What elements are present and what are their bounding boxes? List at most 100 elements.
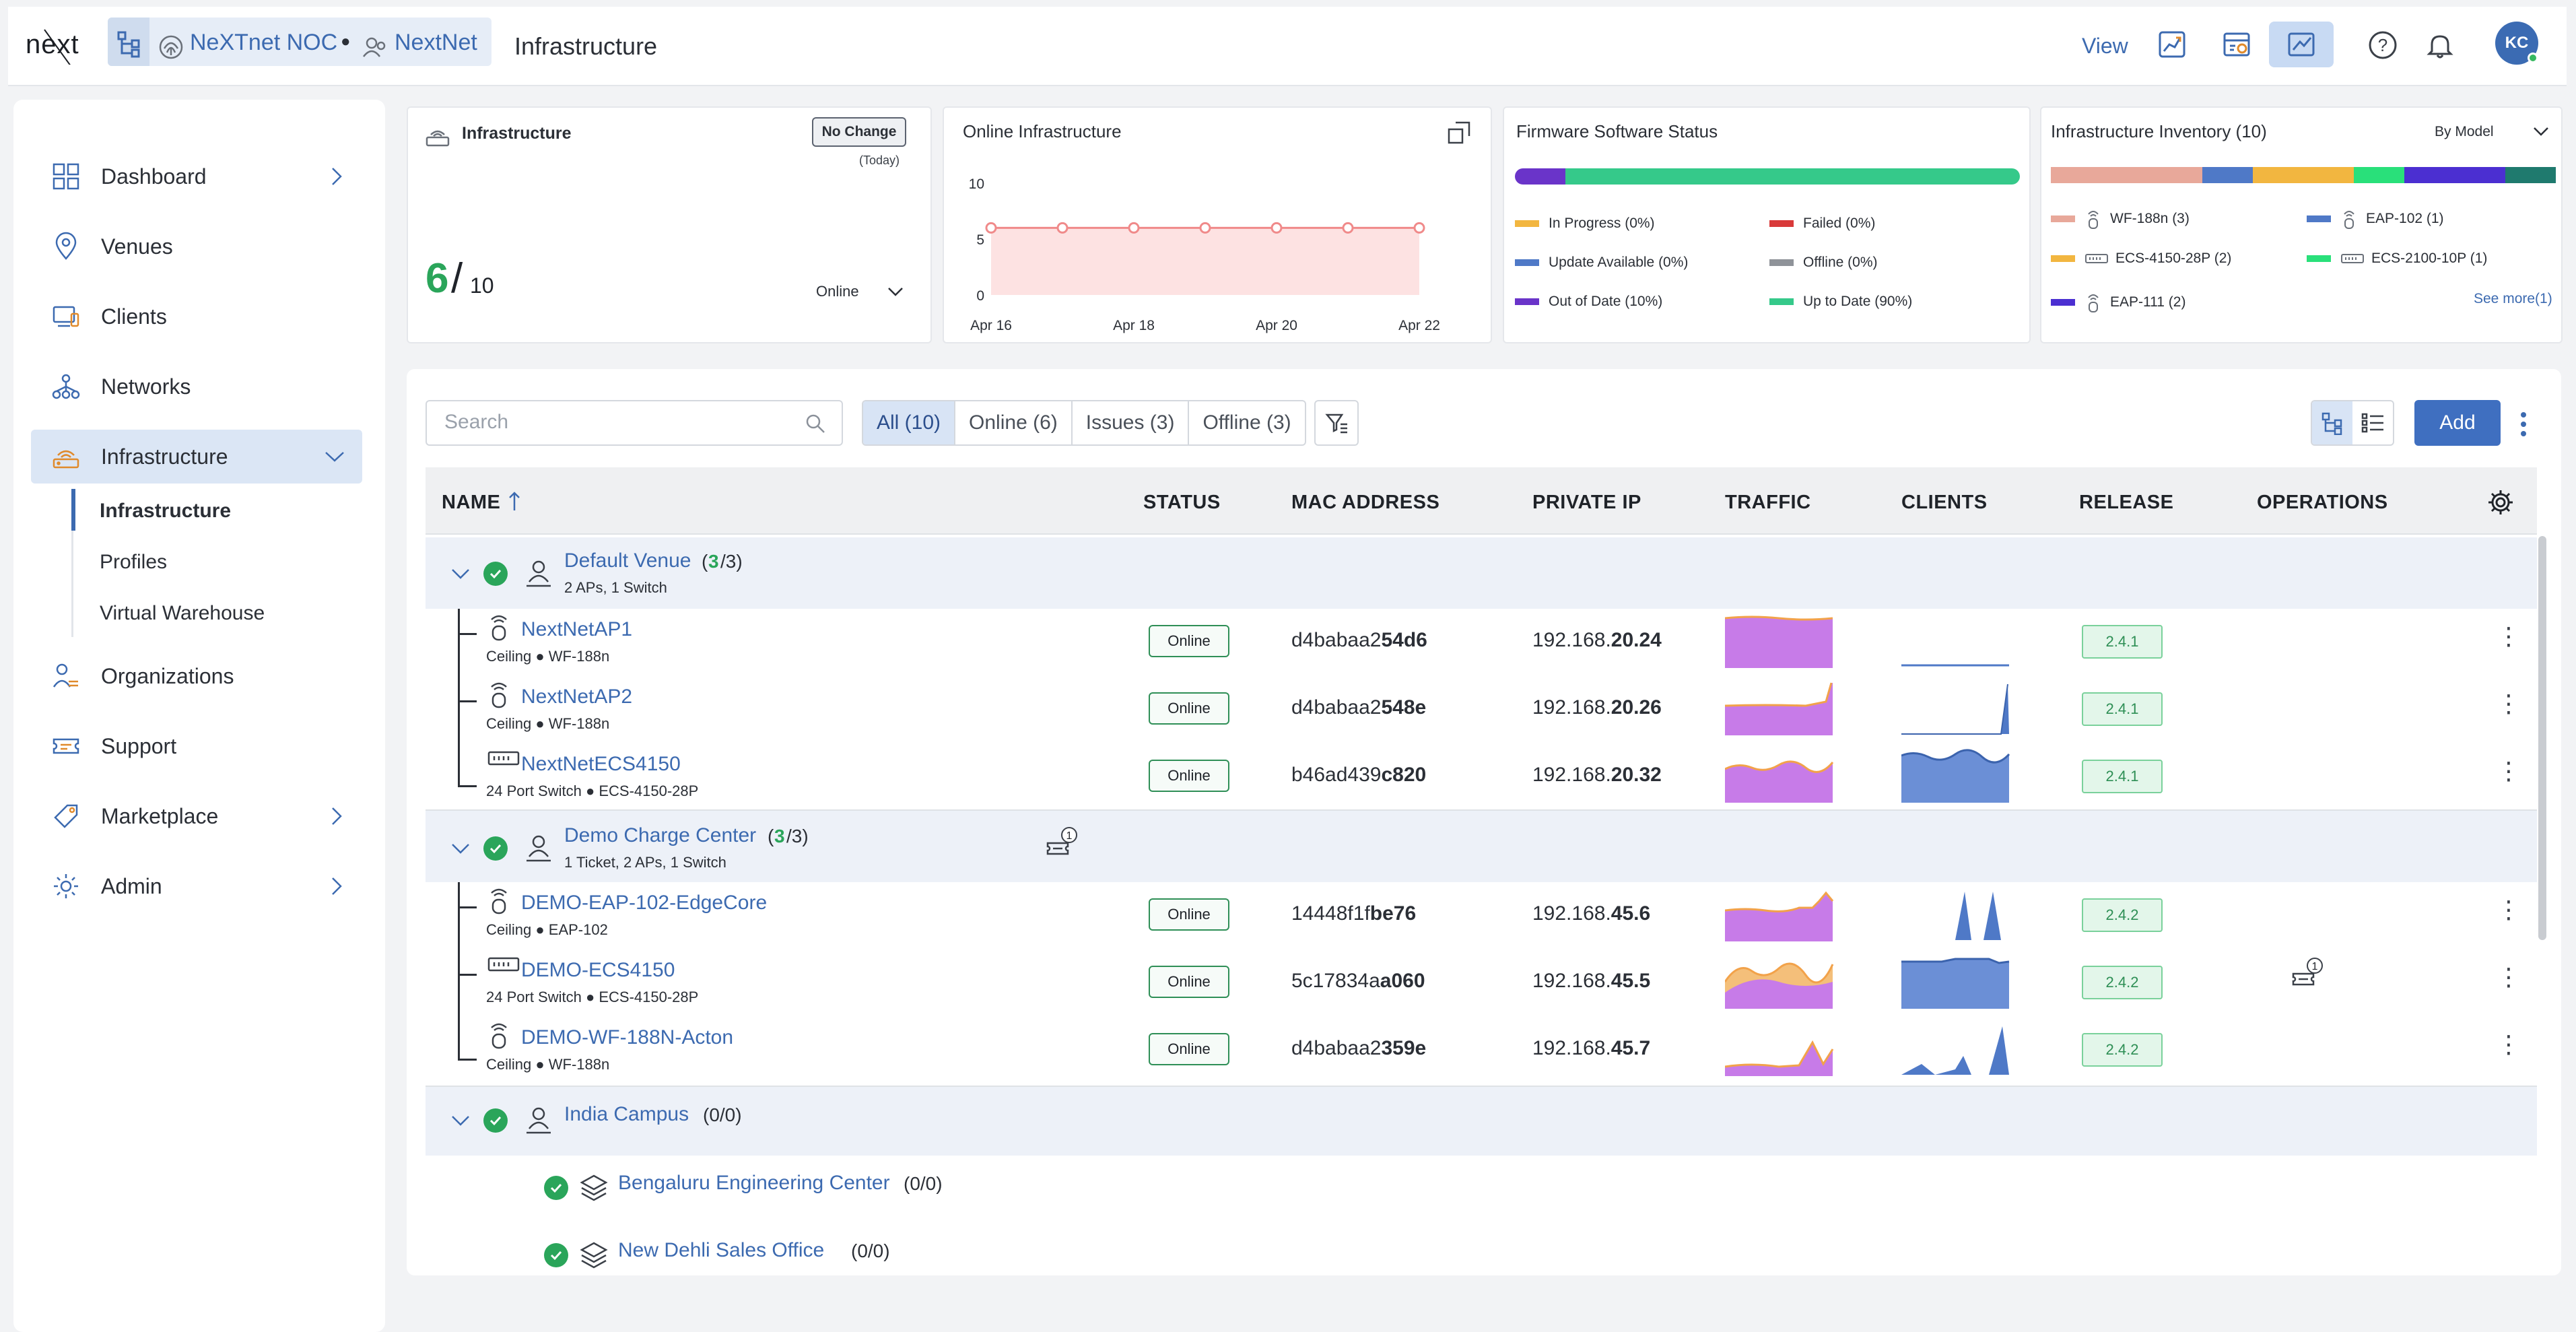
device-name[interactable]: DEMO-WF-188N-Acton — [521, 1026, 734, 1048]
venue-row-demo-charge[interactable]: Demo Charge Center ( 3 /3) 1 Ticket, 2 A… — [426, 809, 2537, 882]
filter-issues[interactable]: Issues (3) — [1073, 401, 1190, 444]
see-more-link[interactable]: See more(1) — [2474, 291, 2552, 306]
column-header-traffic[interactable]: TRAFFIC — [1725, 492, 1811, 513]
mac-address: d4babaa2359e — [1291, 1037, 1427, 1059]
bell-icon[interactable] — [2425, 30, 2455, 61]
device-name[interactable]: NextNetAP1 — [521, 618, 633, 640]
tree-view-button[interactable] — [2312, 401, 2352, 444]
breadcrumb-org[interactable]: NeXTnet NOC — [190, 30, 338, 55]
column-header-clients[interactable]: CLIENTS — [1901, 492, 1988, 513]
sidebar-item-label: Support — [101, 733, 177, 758]
sidebar-item-label: Admin — [101, 873, 162, 898]
row-actions-menu[interactable]: ⋮ — [2497, 1030, 2521, 1058]
sort-ascending-icon[interactable] — [508, 490, 521, 513]
venue-row-india-campus[interactable]: India Campus (0/0) — [426, 1086, 2537, 1156]
sub-venue-name[interactable]: Bengaluru Engineering Center — [618, 1172, 890, 1194]
sidebar-item-label: Organizations — [101, 663, 234, 688]
column-header-release[interactable]: RELEASE — [2079, 492, 2174, 513]
sidebar-item-clients[interactable]: Clients — [31, 290, 362, 343]
row-actions-menu[interactable]: ⋮ — [2497, 896, 2521, 923]
breadcrumb-network[interactable]: NextNet — [395, 30, 477, 55]
filter-all[interactable]: All (10) — [863, 401, 956, 444]
check-circle-icon — [544, 1243, 568, 1267]
venue-name[interactable]: Demo Charge Center — [564, 824, 757, 846]
chevron-down-icon[interactable] — [886, 286, 905, 299]
submenu-item-profiles[interactable]: Profiles — [100, 551, 168, 573]
sidebar-item-support[interactable]: Support — [31, 719, 362, 773]
advanced-filter-button[interactable] — [1314, 400, 1359, 446]
expand-icon[interactable] — [1446, 120, 1473, 147]
private-ip: 192.168.45.5 — [1532, 970, 1651, 992]
sidebar-item-marketplace[interactable]: Marketplace — [31, 789, 362, 843]
location-pin-icon — [55, 232, 77, 260]
release-badge: 2.4.1 — [2082, 692, 2163, 726]
column-header-status[interactable]: STATUS — [1143, 492, 1221, 513]
bar-segment-up-to-date — [1565, 168, 2020, 185]
column-header-name[interactable]: NAME — [442, 492, 501, 513]
chevron-down-icon[interactable] — [2532, 125, 2550, 139]
filter-online[interactable]: Online (6) — [955, 401, 1073, 444]
more-options-icon[interactable] — [2518, 411, 2529, 438]
sidebar-item-admin[interactable]: Admin — [31, 859, 362, 913]
hierarchy-icon[interactable] — [108, 18, 149, 66]
column-header-operations[interactable]: OPERATIONS — [2257, 492, 2388, 513]
row-actions-menu[interactable]: ⋮ — [2497, 690, 2521, 717]
view-monitor-button[interactable] — [2269, 22, 2334, 67]
row-actions-menu[interactable]: ⋮ — [2497, 963, 2521, 991]
view-report-button[interactable] — [2204, 22, 2269, 67]
device-subtitle: 24 Port Switch ● ECS-4150-28P — [486, 782, 699, 799]
row-actions-menu[interactable]: ⋮ — [2497, 622, 2521, 650]
ticket-count: 1 — [1066, 830, 1073, 842]
venue-name[interactable]: Default Venue — [564, 550, 691, 572]
column-header-ip[interactable]: PRIVATE IP — [1532, 492, 1641, 513]
device-name[interactable]: NextNetAP2 — [521, 686, 633, 708]
chevron-down-icon[interactable] — [450, 567, 471, 582]
private-ip: 192.168.45.7 — [1532, 1037, 1651, 1059]
column-header-mac[interactable]: MAC ADDRESS — [1291, 492, 1440, 513]
ticket-icon[interactable]: 1 — [1045, 826, 1079, 863]
submenu-item-infrastructure[interactable]: Infrastructure — [100, 500, 232, 522]
column-settings-icon[interactable] — [2486, 488, 2515, 517]
device-name[interactable]: DEMO-ECS4150 — [521, 959, 675, 981]
data-point — [1270, 222, 1283, 234]
data-point — [1413, 222, 1425, 234]
row-actions-menu[interactable]: ⋮ — [2497, 757, 2521, 785]
release-badge: 2.4.1 — [2082, 760, 2163, 793]
help-icon[interactable]: ? — [2367, 30, 2398, 61]
clients-sparkline — [1901, 664, 2009, 667]
user-avatar[interactable]: KC — [2495, 22, 2538, 65]
tree-line — [458, 609, 460, 787]
card-title: Online Infrastructure — [963, 121, 1122, 141]
submenu-item-virtual-warehouse[interactable]: Virtual Warehouse — [100, 602, 265, 624]
firmware-status-card: Firmware Software Status In Progress (0%… — [1503, 106, 2031, 343]
device-name[interactable]: DEMO-EAP-102-EdgeCore — [521, 892, 768, 914]
venue-row-default[interactable]: Default Venue ( 3 /3) 2 APs, 1 Switch — [426, 537, 2537, 609]
group-by-selector[interactable]: By Model — [2435, 124, 2494, 139]
legend-offline: Offline (0%) — [1769, 255, 1878, 271]
status-selector[interactable]: Online — [816, 283, 859, 300]
chevron-down-icon[interactable] — [450, 1114, 471, 1129]
search-icon[interactable] — [804, 412, 827, 435]
add-button[interactable]: Add — [2414, 400, 2501, 446]
sidebar-item-networks[interactable]: Networks — [31, 360, 362, 413]
sub-venue-name[interactable]: New Dehli Sales Office — [618, 1239, 825, 1261]
status-filter-tabs: All (10) Online (6) Issues (3) Offline (… — [862, 400, 1306, 446]
device-name[interactable]: NextNetECS4150 — [521, 753, 681, 775]
sidebar-item-dashboard[interactable]: Dashboard — [31, 149, 362, 203]
app-logo[interactable]: next — [26, 29, 93, 70]
table-scrollbar[interactable] — [2538, 536, 2546, 940]
filter-offline[interactable]: Offline (3) — [1202, 411, 1291, 434]
sidebar-item-infrastructure[interactable]: Infrastructure — [31, 430, 362, 484]
venue-name[interactable]: India Campus — [564, 1103, 689, 1125]
view-dashboard-button[interactable] — [2140, 22, 2204, 67]
search-input[interactable] — [444, 401, 794, 443]
sidebar-item-organizations[interactable]: Organizations — [31, 649, 362, 703]
sidebar-item-venues[interactable]: Venues — [31, 220, 362, 273]
ticket-icon[interactable]: 1 — [2291, 956, 2324, 994]
ticket-icon — [53, 738, 79, 754]
dashboard-chart-icon — [2159, 31, 2185, 58]
device-subtitle: 24 Port Switch ● ECS-4150-28P — [486, 989, 699, 1005]
user-group-icon — [363, 37, 386, 57]
list-view-button[interactable] — [2352, 401, 2393, 444]
chevron-down-icon[interactable] — [450, 842, 471, 857]
